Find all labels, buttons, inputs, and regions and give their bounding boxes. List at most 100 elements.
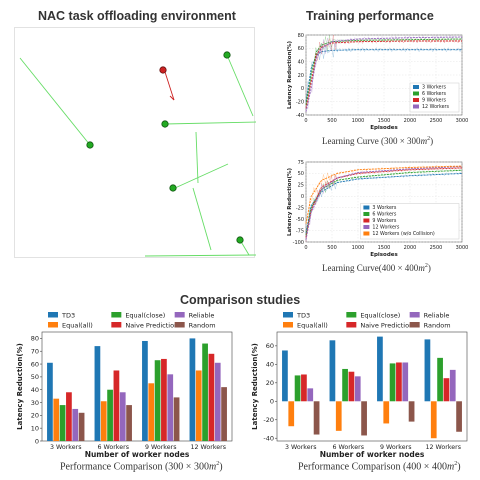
bar (431, 401, 437, 438)
legend-label: 9 Workers (422, 98, 446, 104)
bar (425, 339, 431, 401)
bar (402, 362, 408, 401)
x-tick-label: 1000 (352, 245, 365, 251)
legend-swatch (363, 232, 369, 236)
legend-swatch (48, 322, 58, 328)
learning-curve-400-caption: Learning Curve(400 × 400m2) (322, 263, 431, 273)
bar (342, 369, 348, 401)
y-tick-label: -75 (296, 228, 304, 234)
env-title: NAC task offloading environment (38, 9, 236, 23)
y-tick-label: -100 (293, 240, 304, 246)
y-tick-label: 75 (298, 160, 304, 166)
bar (209, 354, 215, 441)
bar (142, 341, 148, 441)
x-axis-label: Number of worker nodes (320, 450, 425, 459)
y-tick-label: 50 (31, 373, 39, 381)
legend-swatch (48, 312, 58, 318)
bar (196, 370, 202, 441)
learning-curve-300: -40 -20 0 20 40 60 80 0 500 1000 1500 2000 2500 3000 E… (278, 28, 468, 138)
bar (444, 378, 450, 401)
worker-node (87, 142, 93, 148)
y-tick-label: 80 (31, 335, 39, 343)
bar (330, 340, 336, 401)
y-axis-label: Latency Reduction(%) (287, 167, 293, 236)
y-tick-label: -40 (296, 113, 304, 119)
legend-swatch (363, 219, 369, 223)
link-line (196, 132, 198, 183)
x-tick-label: 2500 (430, 118, 443, 124)
x-axis-label: Episodes (370, 252, 398, 258)
comparison-400-caption: Performance Comparison (400 × 400m2) (298, 461, 461, 472)
y-axis-label: Latency Reduction(%) (251, 343, 259, 430)
legend-label: TD3 (296, 311, 310, 319)
x-axis-label: Number of worker nodes (85, 450, 190, 459)
legend-swatch (346, 312, 356, 318)
x-tick-label: 1000 (352, 118, 365, 124)
y-tick-label: 50 (298, 171, 304, 177)
link-line (20, 58, 90, 145)
x-tick-label: 0 (304, 118, 307, 124)
x-tick-label: 3 Workers (285, 444, 316, 451)
bar (101, 401, 107, 441)
y-tick-label: 25 (298, 183, 304, 189)
link-lines (20, 55, 256, 256)
y-tick-label: 0 (301, 194, 304, 200)
legend-swatch (363, 225, 369, 229)
legend-label: 3 Workers (422, 85, 446, 91)
bar (336, 401, 342, 431)
bar (66, 392, 72, 441)
legend-swatch (175, 322, 185, 328)
x-tick-label: 12 Workers (426, 444, 461, 451)
y-tick-label: 30 (31, 399, 39, 407)
x-tick-label: 2000 (404, 118, 417, 124)
bar (390, 363, 396, 401)
x-tick-label: 1500 (378, 245, 391, 251)
bar (456, 401, 462, 431)
bar (53, 399, 59, 441)
y-tick-label: -20 (296, 99, 304, 105)
bar (307, 388, 313, 401)
bar (288, 401, 294, 426)
y-tick-label: 70 (31, 348, 39, 356)
bar (349, 372, 355, 402)
y-axis-label: Latency Reduction(%) (16, 343, 24, 430)
comparison-chart-300: 010203040506070803 Workers 6 Workers 9 Wor… (10, 310, 240, 460)
legend-label: Random (189, 321, 216, 329)
y-tick-label: 0 (270, 398, 274, 406)
legend-label: 3 Workers (372, 205, 396, 211)
legend-label: 6 Workers (422, 91, 446, 97)
y-axis-label: Latency Reduction(%) (287, 40, 293, 109)
y-tick-label: -40 (263, 435, 274, 443)
bar (409, 401, 415, 421)
link-line (175, 164, 228, 188)
y-tick-label: 80 (298, 33, 304, 39)
legend-swatch (363, 206, 369, 210)
bar (148, 383, 154, 441)
y-tick-label: -50 (296, 217, 304, 223)
y-tick-label: 10 (31, 424, 39, 432)
legend-swatch (413, 98, 419, 102)
legend-label: Naive Prediction (125, 321, 178, 329)
legend-swatch (111, 312, 121, 318)
legend-label: Equal(close) (125, 311, 165, 319)
link-line (227, 55, 253, 116)
worker-node (162, 121, 168, 127)
training-title: Training performance (306, 9, 434, 23)
legend-swatch (283, 322, 293, 328)
agent-node (160, 67, 166, 73)
x-tick-label: 2500 (430, 245, 443, 251)
bar (377, 337, 383, 402)
bar (295, 375, 301, 401)
legend-swatch (413, 92, 419, 96)
bar (114, 370, 120, 441)
legend-label: Reliable (424, 311, 450, 319)
env-canvas (14, 27, 255, 258)
bar (155, 360, 161, 441)
bar (190, 338, 196, 441)
legend-swatch (410, 322, 420, 328)
bar (450, 370, 456, 401)
bar (95, 346, 101, 441)
bar (161, 359, 167, 441)
x-tick-label: 12 Workers (191, 444, 226, 451)
legend-swatch (346, 322, 356, 328)
